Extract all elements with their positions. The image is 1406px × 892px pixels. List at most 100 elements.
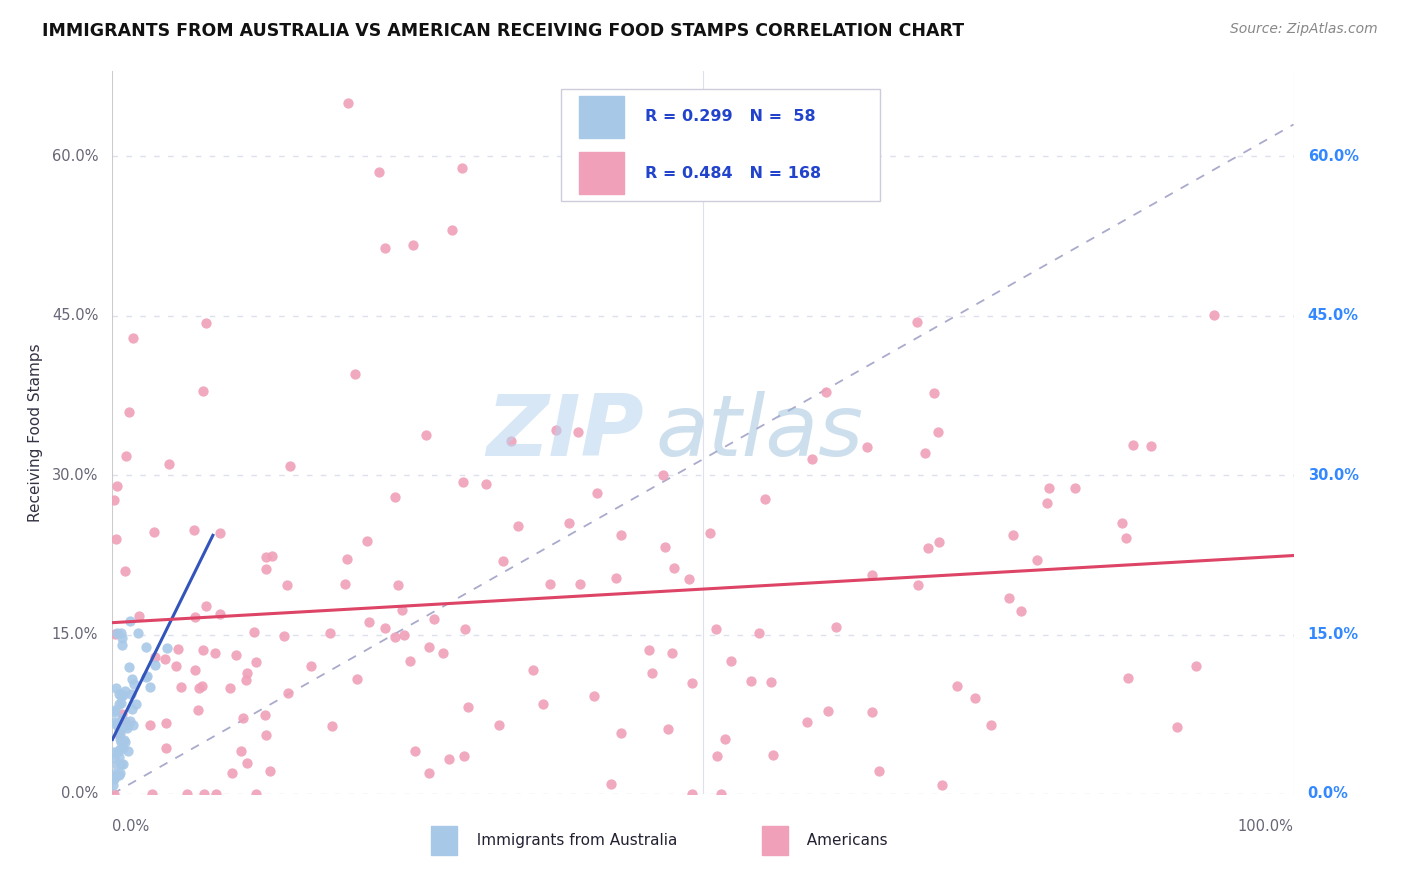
- Point: [124, 698, 146, 712]
- Point: [183, 524, 205, 538]
- Point: [111, 756, 134, 771]
- Text: 100.0%: 100.0%: [1237, 819, 1294, 834]
- Point: [825, 620, 848, 634]
- Point: [945, 679, 967, 693]
- Point: [318, 625, 340, 640]
- Point: [245, 787, 267, 801]
- Text: 30.0%: 30.0%: [52, 467, 98, 483]
- Point: [558, 516, 581, 530]
- Point: [404, 744, 426, 758]
- Point: [662, 561, 685, 575]
- Point: [346, 673, 368, 687]
- Text: 45.0%: 45.0%: [52, 309, 98, 323]
- Point: [139, 718, 162, 732]
- Point: [170, 681, 193, 695]
- Point: [254, 549, 277, 564]
- Point: [107, 723, 129, 737]
- Point: [112, 741, 135, 756]
- Point: [344, 368, 367, 382]
- Point: [105, 718, 128, 732]
- Point: [905, 315, 928, 329]
- Point: [862, 568, 884, 582]
- Point: [475, 476, 498, 491]
- Point: [183, 610, 205, 624]
- Text: R = 0.484   N = 168: R = 0.484 N = 168: [645, 166, 821, 181]
- Point: [111, 638, 134, 652]
- Point: [235, 666, 257, 681]
- Text: 30.0%: 30.0%: [1308, 467, 1358, 483]
- Point: [273, 629, 295, 643]
- Point: [105, 479, 128, 493]
- Point: [262, 549, 284, 564]
- Point: [114, 564, 136, 578]
- Point: [143, 658, 166, 673]
- Text: Immigrants from Australia: Immigrants from Australia: [467, 833, 678, 848]
- Point: [868, 764, 890, 778]
- Point: [374, 241, 396, 255]
- Point: [191, 679, 214, 693]
- Point: [582, 689, 605, 703]
- Point: [101, 745, 124, 759]
- Point: [357, 615, 380, 629]
- Point: [111, 688, 134, 702]
- Text: Americans: Americans: [797, 833, 889, 848]
- Point: [115, 715, 138, 730]
- Point: [114, 684, 136, 698]
- Point: [714, 732, 737, 747]
- Point: [204, 787, 226, 801]
- Point: [194, 316, 217, 330]
- Point: [641, 665, 664, 680]
- Point: [457, 699, 479, 714]
- Point: [111, 706, 134, 721]
- Point: [235, 673, 257, 688]
- Point: [437, 752, 460, 766]
- Point: [135, 640, 157, 654]
- Point: [931, 778, 953, 792]
- Point: [277, 686, 299, 700]
- Point: [103, 492, 125, 507]
- FancyBboxPatch shape: [762, 826, 787, 855]
- Point: [651, 467, 673, 482]
- Point: [221, 765, 243, 780]
- Point: [108, 731, 131, 746]
- Point: [706, 749, 728, 764]
- Point: [998, 591, 1021, 606]
- Text: 0.0%: 0.0%: [112, 819, 149, 834]
- Point: [104, 717, 127, 731]
- Point: [356, 533, 378, 548]
- Point: [398, 654, 420, 668]
- Point: [204, 646, 226, 660]
- Point: [402, 238, 425, 252]
- Point: [544, 423, 567, 437]
- Point: [1122, 438, 1144, 452]
- Point: [907, 578, 929, 592]
- Point: [107, 727, 129, 741]
- Point: [704, 622, 727, 636]
- Point: [242, 625, 264, 640]
- Text: Receiving Food Stamps: Receiving Food Stamps: [28, 343, 44, 522]
- Point: [259, 764, 281, 779]
- Point: [336, 96, 359, 111]
- Point: [1111, 516, 1133, 531]
- Point: [121, 702, 143, 716]
- FancyBboxPatch shape: [579, 96, 624, 138]
- Point: [111, 711, 134, 725]
- Point: [121, 331, 143, 345]
- Point: [254, 728, 277, 742]
- Point: [374, 621, 396, 635]
- Point: [108, 726, 131, 740]
- Point: [1202, 308, 1225, 322]
- Point: [157, 458, 180, 472]
- Point: [440, 222, 463, 236]
- Text: 0.0%: 0.0%: [1308, 787, 1348, 801]
- Point: [278, 459, 301, 474]
- Point: [418, 766, 440, 780]
- Point: [415, 428, 437, 442]
- Point: [423, 612, 446, 626]
- Point: [610, 528, 633, 542]
- Point: [392, 628, 415, 642]
- Point: [1116, 671, 1139, 685]
- Point: [681, 787, 703, 801]
- Point: [155, 740, 177, 755]
- Point: [108, 698, 131, 712]
